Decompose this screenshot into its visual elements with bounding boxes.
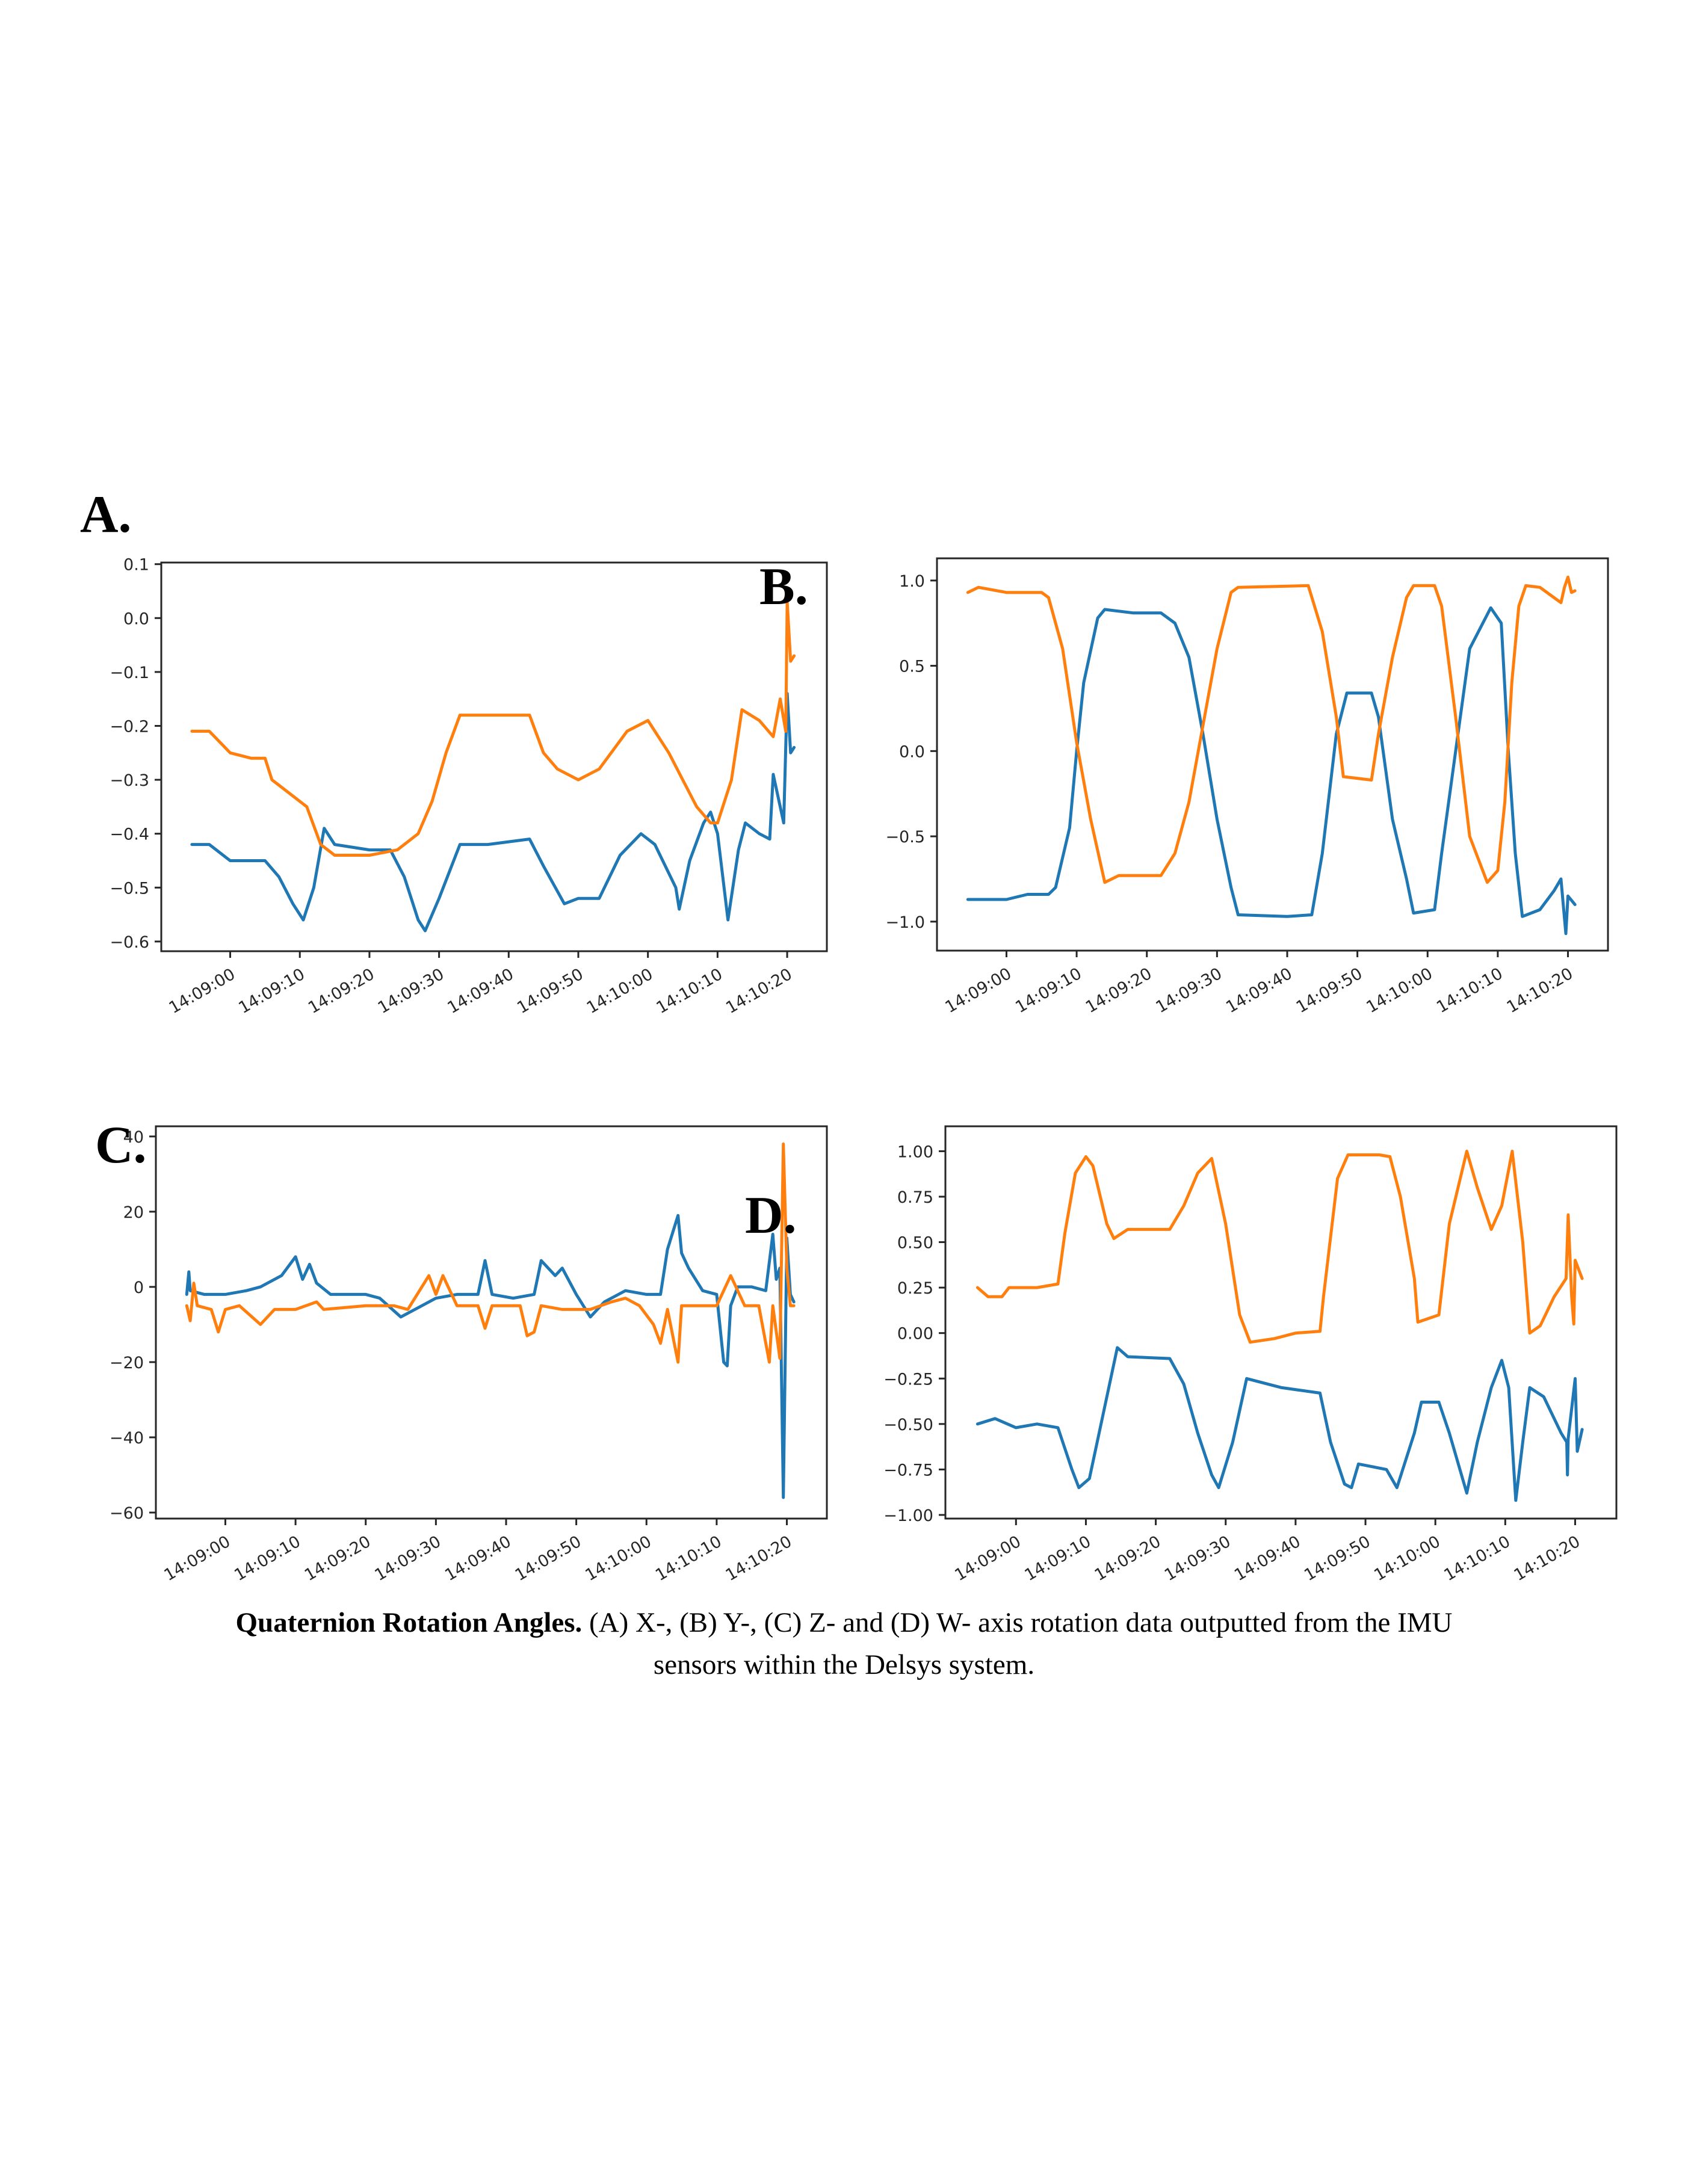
x-tick-label: 14:09:50 (1293, 964, 1366, 1017)
x-tick-label: 14:10:20 (723, 1532, 796, 1585)
y-tick-label: −60 (110, 1504, 144, 1523)
y-tick-label: 0.75 (897, 1188, 933, 1207)
y-tick-label: −0.3 (110, 771, 149, 790)
y-tick-label: −1.0 (885, 913, 925, 932)
series-line-2 (190, 600, 796, 857)
panel-label-d: D. (745, 1186, 797, 1245)
panel-b: 1.0 0.5 0.0 −0.5 −1.0 14:09:0014:09:1014:09:2… (885, 557, 1609, 1017)
x-tick-label: 14:09:00 (166, 965, 239, 1017)
panel-label-b: B. (759, 558, 808, 616)
x-tick-label: 14:09:20 (305, 965, 378, 1017)
y-tick-label: 0 (134, 1279, 144, 1297)
series-line-1 (190, 692, 796, 933)
panel-c: 40200−20−40−6014:09:0014:09:1014:09:2014… (110, 1125, 828, 1585)
x-tick-label: 14:10:10 (1433, 964, 1506, 1017)
x-tick-label: 14:09:20 (301, 1532, 374, 1585)
panel-a: 0.10.0−0.1−0.2−0.3−0.4−0.5−0.614:09:0014… (110, 556, 828, 1017)
x-tick-label: 14:09:30 (371, 1532, 444, 1585)
y-tick-label: −0.2 (110, 717, 149, 736)
x-tick-label: 14:10:10 (652, 1532, 725, 1585)
x-tick-label: 14:09:40 (1231, 1532, 1304, 1585)
y-tick-label: −0.6 (110, 933, 149, 952)
x-tick-label: 14:09:50 (512, 1532, 585, 1585)
x-tick-label: 14:09:10 (231, 1532, 304, 1585)
y-tick-label: 40 (123, 1128, 144, 1147)
x-tick-label: 14:10:00 (1371, 1532, 1444, 1585)
y-tick-label: 0.25 (897, 1279, 933, 1298)
y-tick-label: −0.1 (110, 664, 149, 682)
panel-label-a: A. (80, 486, 132, 544)
figure-caption: Quaternion Rotation Angles. (A) X-, (B) … (0, 1602, 1688, 1686)
series-line-2 (966, 575, 1577, 884)
y-tick-label: −0.4 (110, 825, 149, 844)
axes-frame (936, 557, 1609, 952)
x-tick-label: 14:09:10 (1012, 964, 1085, 1017)
x-tick-label: 14:09:50 (1301, 1532, 1374, 1585)
caption-line-2: sensors within the Delsys system. (653, 1649, 1035, 1680)
caption-line-1: Quaternion Rotation Angles. (A) X-, (B) … (0, 1602, 1688, 1644)
x-tick-label: 14:10:10 (653, 965, 726, 1017)
x-tick-label: 14:09:30 (1161, 1532, 1234, 1585)
y-tick-label: 0.0 (123, 609, 149, 628)
axes-frame (155, 1125, 828, 1520)
y-tick-label: −0.5 (110, 879, 149, 898)
x-tick-label: 14:10:20 (1511, 1532, 1584, 1585)
x-tick-label: 14:10:20 (723, 965, 796, 1017)
x-tick-label: 14:09:40 (444, 965, 517, 1017)
x-tick-label: 14:10:00 (582, 1532, 655, 1585)
x-tick-label: 14:09:00 (942, 964, 1015, 1017)
y-tick-label: −40 (110, 1429, 144, 1448)
axes-frame (944, 1125, 1618, 1520)
y-tick-label: −0.5 (885, 828, 925, 847)
x-tick-label: 14:09:20 (1092, 1532, 1164, 1585)
y-tick-label: 0.50 (897, 1234, 933, 1253)
y-tick-label: 0.0 (899, 742, 925, 761)
y-tick-label: 0.5 (899, 658, 925, 676)
series-line-1 (975, 1346, 1584, 1502)
series-line-1 (185, 1214, 796, 1499)
y-tick-label: −1.00 (883, 1507, 933, 1525)
x-tick-label: 14:10:00 (1363, 964, 1436, 1017)
y-tick-label: 0.00 (897, 1325, 933, 1343)
series-line-1 (966, 606, 1577, 936)
x-tick-label: 14:09:50 (514, 965, 587, 1017)
y-tick-label: −0.75 (883, 1461, 933, 1479)
y-tick-label: −0.50 (883, 1416, 933, 1434)
x-tick-label: 14:09:00 (161, 1532, 234, 1585)
x-tick-label: 14:09:40 (442, 1532, 515, 1585)
y-tick-label: 20 (123, 1203, 144, 1222)
caption-text-1: (A) X-, (B) Y-, (C) Z- and (D) W- axis r… (582, 1607, 1453, 1638)
series-line-2 (185, 1142, 796, 1364)
y-tick-label: −0.25 (883, 1370, 933, 1389)
x-tick-label: 14:09:20 (1083, 964, 1155, 1017)
x-tick-label: 14:09:30 (375, 965, 448, 1017)
y-tick-label: 1.0 (899, 572, 925, 591)
y-tick-label: 1.00 (897, 1143, 933, 1161)
x-tick-label: 14:10:20 (1504, 964, 1577, 1017)
axes-frame (160, 561, 828, 952)
x-tick-label: 14:09:40 (1223, 964, 1296, 1017)
caption-title: Quaternion Rotation Angles. (235, 1607, 583, 1638)
x-tick-label: 14:09:10 (1022, 1532, 1095, 1585)
x-tick-label: 14:09:30 (1152, 964, 1225, 1017)
x-tick-label: 14:10:00 (584, 965, 657, 1017)
y-tick-label: −20 (110, 1354, 144, 1372)
x-tick-label: 14:09:10 (235, 965, 308, 1017)
y-tick-label: 0.1 (123, 556, 149, 575)
panel-d: 1.00 0.75 0.50 0.25 0.00 −0.25 −0.50 −0.75 −1.00… (883, 1125, 1618, 1585)
x-tick-label: 14:09:00 (951, 1532, 1024, 1585)
series-line-2 (975, 1149, 1584, 1344)
panel-label-c: C. (95, 1116, 147, 1174)
x-tick-label: 14:10:10 (1441, 1532, 1513, 1585)
